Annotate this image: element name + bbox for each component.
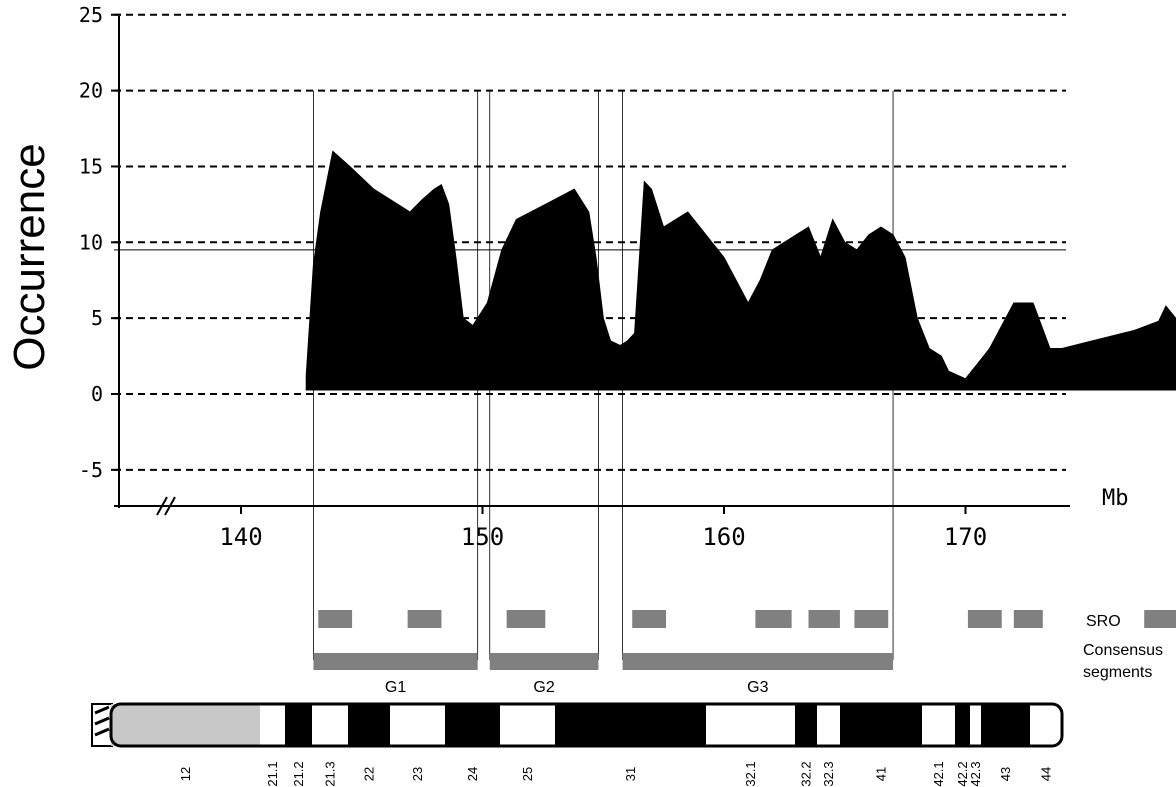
consensus-segment-G2 (489, 653, 599, 670)
ideogram-band (390, 704, 445, 746)
ideogram-band (500, 704, 555, 746)
sro-block (407, 610, 442, 628)
region-lines (313, 90, 894, 660)
x-axis-unit: Mb (1102, 486, 1129, 511)
ideogram-band (312, 704, 348, 746)
occurrence-area (305, 150, 1176, 391)
segment-label-G3: G3 (747, 679, 768, 696)
sro-block (808, 610, 840, 628)
y-tick-label: 5 (91, 306, 103, 330)
y-axis-label: Occurrence (5, 143, 54, 370)
ideogram-band (970, 704, 981, 746)
plot-area (114, 13, 1176, 471)
band-label: 31 (623, 767, 638, 781)
sro-row (318, 610, 1176, 628)
consensus-segment-G1 (313, 653, 478, 670)
band-label: 32.1 (743, 761, 758, 786)
band-label: 21.1 (265, 761, 280, 786)
consensus-row-label-line1: Consensus (1083, 642, 1163, 659)
ideogram-hatch (94, 716, 110, 726)
y-tick-label: 15 (79, 154, 103, 178)
ideogram-band (555, 704, 706, 746)
ideogram-band (706, 704, 795, 746)
y-tick-label: 10 (79, 230, 103, 254)
ideogram-band (111, 704, 260, 746)
ideogram-outline (109, 702, 1064, 748)
band-label: 12 (178, 767, 193, 781)
band-label: 42.3 (968, 761, 983, 786)
ideogram-band (348, 704, 390, 746)
ideogram-band (445, 704, 500, 746)
x-tick-label: 140 (219, 523, 262, 551)
ideogram-band (922, 704, 955, 746)
ideogram-band (981, 704, 1030, 746)
band-label: 22 (362, 767, 377, 781)
sro-block (632, 610, 667, 628)
band-label: 24 (465, 767, 480, 781)
ideogram-hatch (94, 727, 110, 737)
band-label: 42.2 (955, 761, 970, 786)
sro-block (318, 610, 353, 628)
ideogram-hatch (94, 705, 110, 715)
sro-block (755, 610, 792, 628)
band-label: 32.2 (799, 761, 814, 786)
consensus-segments-row: G1G2G3G4G5G6G7 (313, 653, 894, 696)
axis-break-mark (164, 496, 176, 516)
y-tick-label: -5 (79, 458, 103, 482)
band-label: 32.3 (821, 761, 836, 786)
ideogram-band (1030, 704, 1062, 746)
sro-block (854, 610, 889, 628)
sro-block (1013, 610, 1043, 628)
sro-block (1144, 610, 1176, 628)
band-label: 41 (874, 767, 889, 781)
ideogram-band (817, 704, 840, 746)
ideogram-band (285, 704, 312, 746)
band-label: 21.2 (291, 761, 306, 786)
axes: 2520151050-51401501601701801902002102202… (79, 3, 1070, 551)
x-tick-label: 170 (944, 523, 987, 551)
ideogram-band (260, 704, 285, 746)
y-tick-label: 25 (79, 3, 103, 27)
band-label: 44 (1039, 767, 1054, 781)
ideogram-band (795, 704, 817, 746)
band-label: 43 (998, 767, 1013, 781)
band-label: 25 (520, 767, 535, 781)
consensus-segment-G3 (622, 653, 894, 670)
band-label: 21.3 (323, 761, 338, 786)
chromosome-ideogram: 12 21.1 21.2 21.3 22 23 24 25 31 32.1 32.2 32.3 41 42… (91, 702, 1064, 787)
x-tick-label: 150 (461, 523, 504, 551)
y-tick-label: 0 (91, 382, 103, 406)
sro-block (506, 610, 546, 628)
consensus-row-label-line2: segments (1083, 664, 1152, 681)
ideogram-band (840, 704, 922, 746)
ideogram-band (955, 704, 970, 746)
segment-label-G2: G2 (533, 679, 554, 696)
y-tick-label: 20 (79, 79, 103, 103)
sro-row-label: SRO (1086, 613, 1121, 630)
segment-label-G1: G1 (385, 679, 406, 696)
axis-break-mark (156, 496, 168, 516)
sro-block (967, 610, 1002, 628)
x-tick-label: 160 (702, 523, 745, 551)
band-label: 42.1 (931, 761, 946, 786)
band-label: 23 (410, 767, 425, 781)
